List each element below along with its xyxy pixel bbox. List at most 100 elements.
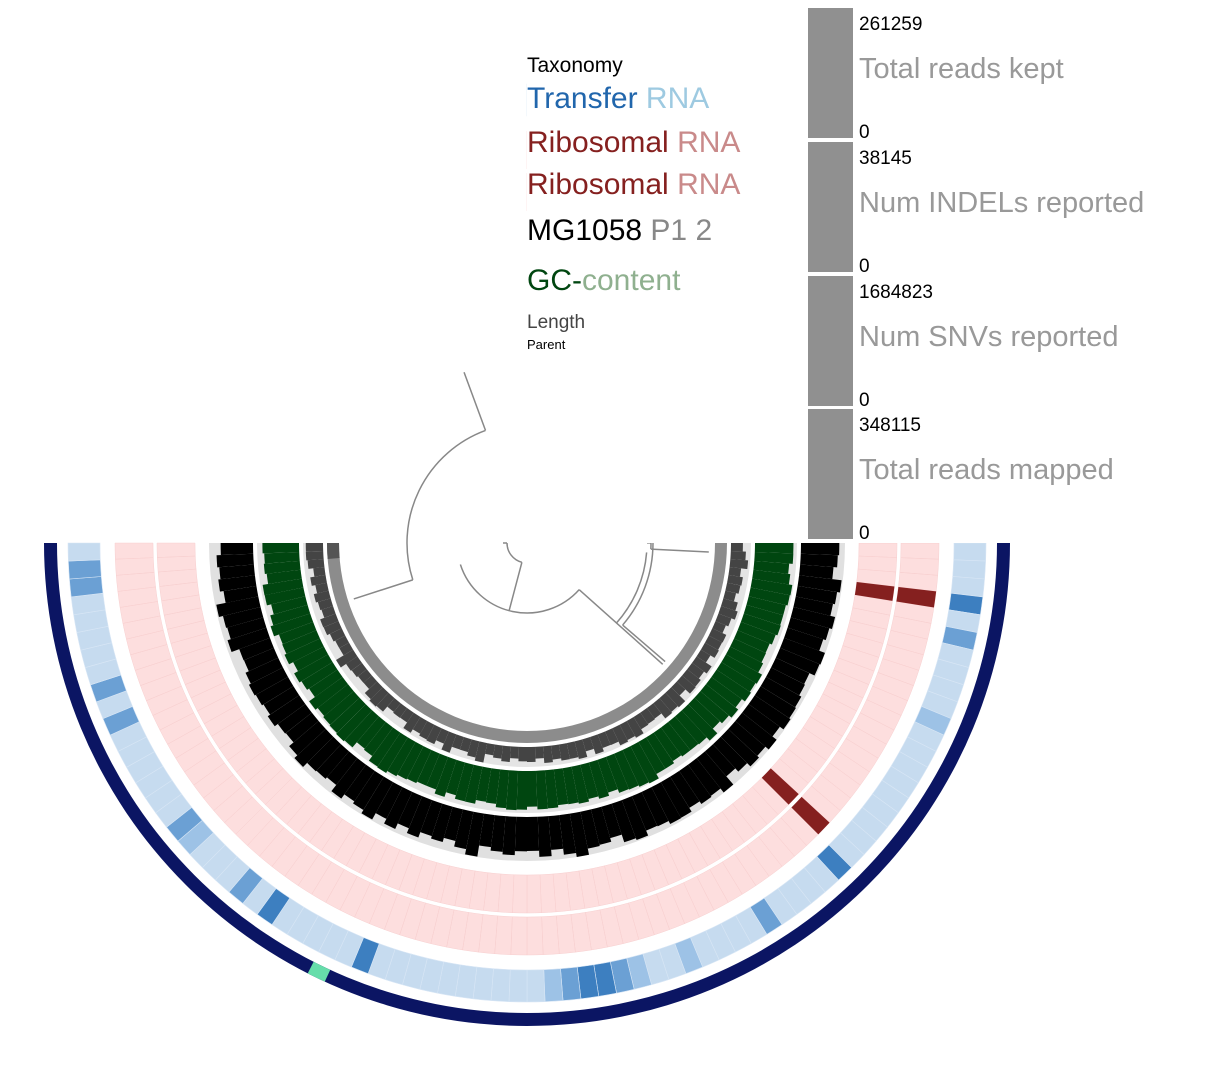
bar-panel-min: 0 [859, 523, 870, 544]
gc-bar [688, 697, 720, 729]
bar-panel: 1684823 Num SNVs reported 0 [808, 276, 1119, 411]
length-bar [700, 642, 719, 658]
length-bar [323, 621, 342, 636]
ribosomal-rna-ring-inner-bin [156, 542, 196, 558]
gc-bar [753, 560, 790, 574]
coverage-bar [465, 811, 485, 857]
dendrogram-branch [463, 371, 487, 431]
ribosomal-rna-ring-outer-bin [114, 542, 154, 560]
coverage-bar [307, 736, 342, 772]
bar-panel-title: Num INDELs reported [859, 187, 1144, 219]
bar-panel-bar [808, 8, 853, 138]
gc-bar [653, 727, 682, 762]
gc-bar [580, 762, 599, 799]
gc-bar [417, 750, 440, 786]
coverage-bar [227, 627, 270, 652]
length-bar [550, 744, 562, 760]
layer-label: Transfer RNA [527, 82, 709, 115]
length-bar [723, 590, 737, 602]
length-bar [590, 734, 604, 755]
layer-label-part: Length [527, 312, 585, 333]
length-bar [619, 720, 636, 741]
dendrogram-branch [353, 579, 414, 600]
coverage-bar [294, 728, 334, 767]
gc-bar [264, 587, 306, 606]
length-bar [582, 737, 594, 752]
coverage-bar [216, 596, 261, 617]
length-bar [305, 551, 324, 561]
length-bar [485, 743, 496, 756]
length-bar [730, 551, 746, 561]
gc-bar [262, 578, 304, 596]
coverage-bar [790, 606, 836, 630]
transfer-rna-bin [490, 968, 511, 1002]
length-bar [696, 649, 711, 663]
gc-bar [614, 750, 639, 790]
gc-bar [323, 691, 360, 725]
length-bar [646, 703, 662, 719]
gc-bar [630, 741, 659, 784]
coverage-bar [220, 543, 254, 556]
length-bar [363, 675, 378, 689]
coverage-bar [760, 676, 802, 708]
gc-bar [730, 638, 766, 663]
length-bar [721, 598, 738, 611]
bar-panel-bar [808, 409, 853, 539]
gc-bar [750, 578, 793, 596]
bar-panel-bar [808, 142, 853, 272]
length-bar [351, 662, 367, 678]
length-bar [558, 743, 570, 761]
coverage-bar [285, 712, 319, 743]
gc-bar [746, 596, 786, 616]
coverage-bar [384, 787, 413, 829]
gc-bar [681, 704, 718, 741]
layer-label-part: content [582, 264, 681, 297]
dendrogram-branch [578, 589, 664, 665]
length-bar [364, 681, 383, 700]
length-bar [527, 746, 536, 763]
gc-bar [694, 691, 729, 724]
gc-bar [363, 722, 393, 757]
length-bar [728, 566, 742, 577]
length-bar [426, 724, 442, 745]
ribosomal-rna-ring-outer-hit [896, 586, 937, 608]
coverage-bar [514, 816, 527, 852]
layer-label-part: Taxonomy [527, 54, 623, 77]
coverage-bar [569, 811, 590, 857]
gc-bar [527, 770, 538, 807]
coverage-bar [688, 758, 721, 796]
length-bar [412, 716, 428, 734]
gc-bar [544, 769, 559, 809]
gc-bar [387, 737, 416, 777]
length-bar [329, 628, 346, 642]
coverage-bar [406, 796, 433, 838]
coverage-bar [361, 776, 394, 820]
gc-bar [397, 741, 424, 780]
coverage-bar [784, 627, 824, 651]
length-bar [535, 746, 544, 759]
coverage-bar [375, 782, 403, 819]
coverage-bar [748, 695, 791, 730]
gc-bar [264, 551, 300, 564]
length-bar [335, 635, 350, 649]
bar-panel: 348115 Total reads mapped 0 [808, 409, 1114, 544]
coverage-bar [430, 803, 453, 843]
dendrogram [353, 361, 709, 665]
coverage-bar [227, 617, 267, 640]
layer-label: Length [527, 312, 585, 333]
length-bar [626, 716, 644, 738]
coverage-bar [479, 813, 495, 848]
coverage-bar [216, 553, 254, 568]
gc-bar [734, 630, 770, 653]
coverage-bar [797, 575, 842, 593]
coverage-bar [537, 816, 552, 857]
coverage-bar [580, 809, 600, 849]
transfer-rna-bin [953, 542, 987, 562]
coverage-bar [742, 704, 780, 737]
length-bar [729, 559, 749, 570]
coverage-bar [793, 596, 833, 616]
coverage-bar [218, 575, 257, 592]
gc-bar [562, 766, 579, 805]
length-bar [436, 728, 449, 744]
coverage-bar [780, 637, 825, 665]
